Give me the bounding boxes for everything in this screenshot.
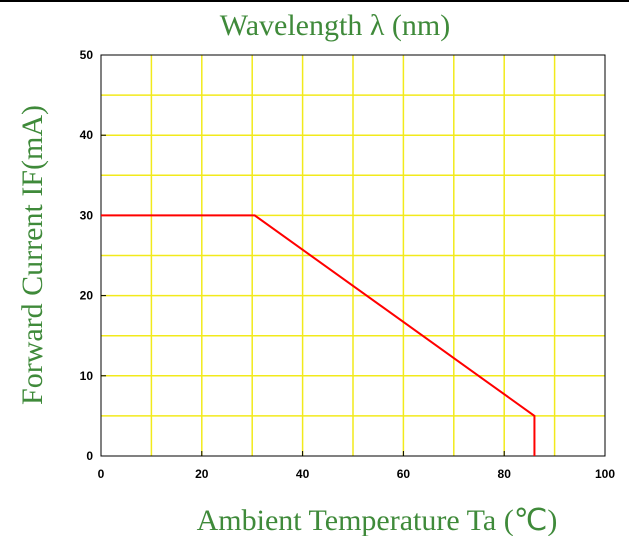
x-axis-label: Ambient Temperature Ta (℃) <box>197 504 558 536</box>
y-tick-label: 30 <box>80 208 94 222</box>
x-tick-label: 80 <box>498 467 512 481</box>
tick-labels: 0 20 40 60 80 100 0 10 20 30 40 50 <box>80 48 616 481</box>
x-tick-label: 60 <box>397 467 411 481</box>
y-tick-label: 50 <box>80 48 94 62</box>
x-tick-label: 100 <box>595 467 615 481</box>
y-tick-label: 0 <box>86 449 93 463</box>
derating-curve <box>101 214 536 456</box>
y-tick-label: 10 <box>80 369 94 383</box>
x-tick-label: 20 <box>195 467 209 481</box>
y-axis-label: Forward Current IF(mA) <box>16 105 49 405</box>
x-tick-label: 0 <box>98 467 105 481</box>
series <box>101 214 536 456</box>
y-tick-label: 40 <box>80 128 94 142</box>
y-tick-label: 20 <box>80 289 94 303</box>
plot-border <box>100 54 606 457</box>
x-tick-label: 40 <box>296 467 310 481</box>
axes <box>100 54 606 457</box>
chart-title: Wavelength λ (nm) <box>220 9 450 42</box>
top-rule <box>0 0 629 2</box>
